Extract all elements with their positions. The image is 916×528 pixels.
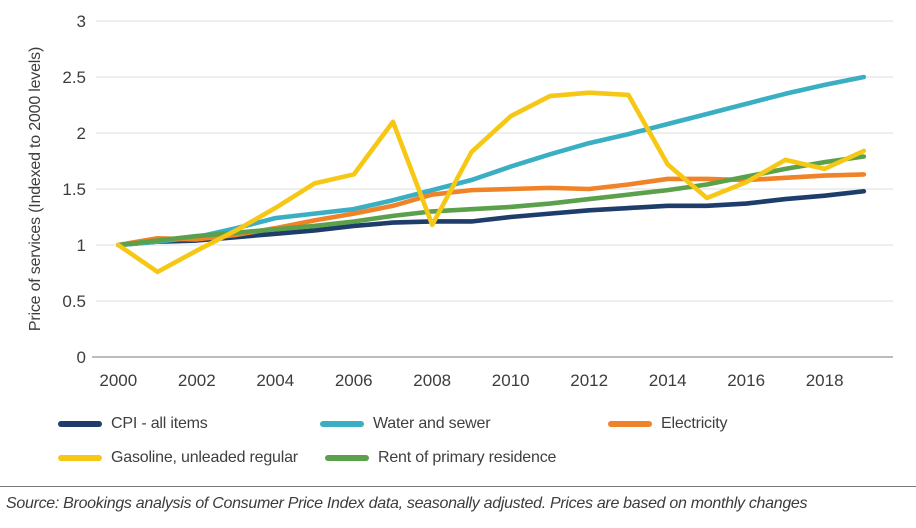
x-tick-label: 2000 xyxy=(99,371,137,390)
y-tick-label: 2.5 xyxy=(62,68,86,87)
x-tick-label: 2014 xyxy=(649,371,687,390)
x-tick-label: 2006 xyxy=(335,371,373,390)
source-divider xyxy=(0,486,916,487)
legend-swatch-rent-of-primary-residence xyxy=(325,455,369,461)
x-tick-label: 2012 xyxy=(570,371,608,390)
chart-canvas: 0 0.5 1 1.5 2 2.5 3 2000 2002 2004 2006 2008 2010 201… xyxy=(62,12,893,390)
legend-label: Electricity xyxy=(661,415,728,432)
series-line-cpi-all-items xyxy=(116,188,867,248)
y-tick-label: 0.5 xyxy=(62,292,86,311)
x-tick-label: 2016 xyxy=(727,371,765,390)
x-tick-label: 2010 xyxy=(492,371,530,390)
series-line-gasoline-unleaded-regular xyxy=(116,90,867,275)
x-tick-label: 2018 xyxy=(806,371,844,390)
x-tick-label: 2008 xyxy=(413,371,451,390)
source-note: Source: Brookings analysis of Consumer P… xyxy=(6,495,808,512)
legend-label: Gasoline, unleaded regular xyxy=(111,449,298,466)
legend-item-electricity: Electricity xyxy=(608,414,727,434)
y-tick-label: 2 xyxy=(77,124,86,143)
legend-item-rent-of-primary-residence: Rent of primary residence xyxy=(325,448,556,468)
legend-swatch-cpi-all-items xyxy=(58,421,102,427)
legend-label: Water and sewer xyxy=(373,415,491,432)
y-tick-label: 3 xyxy=(77,12,86,31)
x-tick-label: 2002 xyxy=(178,371,216,390)
legend-label: Rent of primary residence xyxy=(378,449,557,466)
y-tick-label: 0 xyxy=(77,348,86,367)
legend-swatch-water-and-sewer xyxy=(320,421,364,427)
legend-swatch-electricity xyxy=(608,421,652,427)
legend-swatch-gasoline-unleaded-regular xyxy=(58,455,102,461)
legend-label: CPI - all items xyxy=(111,415,208,432)
y-tick-label: 1.5 xyxy=(62,180,86,199)
y-tick-label: 1 xyxy=(77,236,86,255)
legend-item-water-and-sewer: Water and sewer xyxy=(320,414,491,434)
legend-item-gasoline-unleaded-regular: Gasoline, unleaded regular xyxy=(58,448,298,468)
x-tick-label: 2004 xyxy=(256,371,294,390)
legend-item-cpi-all-items: CPI - all items xyxy=(58,414,208,434)
series-line-rent-of-primary-residence xyxy=(116,154,867,248)
legend: CPI - all items Water and sewer Electric… xyxy=(0,405,916,475)
